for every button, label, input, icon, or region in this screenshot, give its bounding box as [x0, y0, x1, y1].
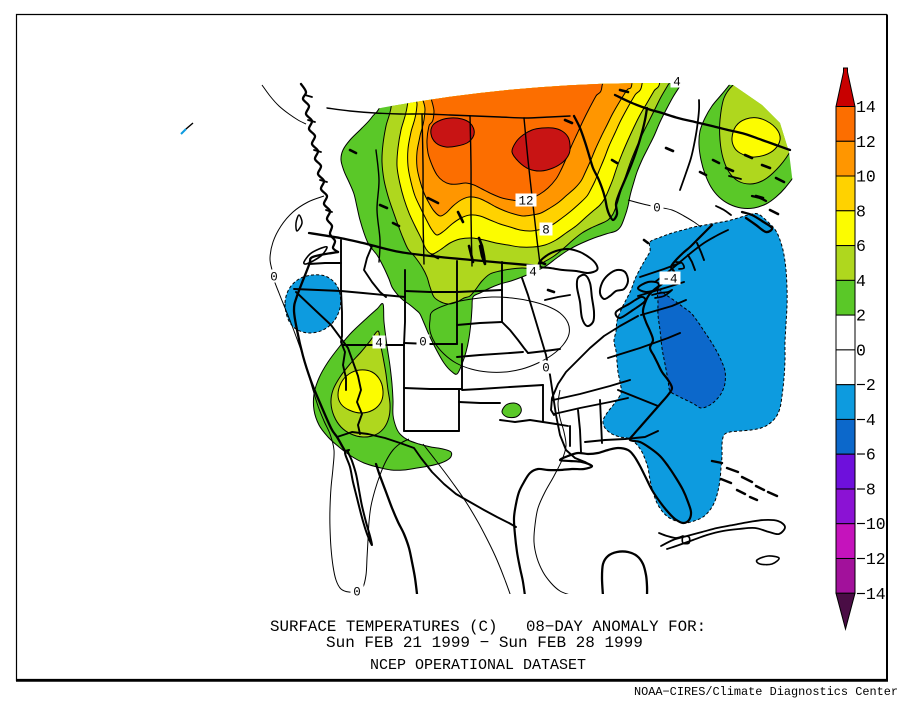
- svg-text:SURFACE TEMPERATURES (C) 08−: SURFACE TEMPERATURES (C) 08−DAY ANOMALY …: [270, 618, 706, 636]
- svg-text:8: 8: [856, 202, 866, 221]
- svg-text:−10: −10: [856, 515, 886, 534]
- svg-text:2: 2: [856, 307, 866, 326]
- svg-text:10: 10: [856, 168, 876, 187]
- svg-text:0: 0: [653, 202, 661, 216]
- svg-text:NCEP OPERATIONAL DATASET: NCEP OPERATIONAL DATASET: [370, 657, 586, 674]
- svg-text:4: 4: [673, 76, 681, 90]
- svg-text:−6: −6: [856, 446, 876, 465]
- svg-text:0: 0: [856, 341, 866, 360]
- svg-text:8: 8: [542, 224, 550, 238]
- svg-text:4: 4: [856, 272, 866, 291]
- svg-text:−14: −14: [856, 585, 886, 604]
- svg-text:−8: −8: [856, 481, 876, 500]
- svg-text:14: 14: [856, 98, 876, 117]
- svg-text:Sun FEB 21 1999 − Sun FEB 28 1: Sun FEB 21 1999 − Sun FEB 28 1999: [326, 634, 643, 652]
- svg-text:NOAA−CIRES/Climate Diagnostics: NOAA−CIRES/Climate Diagnostics Center: [634, 685, 898, 699]
- svg-text:-4: -4: [662, 273, 677, 287]
- svg-text:0: 0: [542, 362, 550, 376]
- svg-text:12: 12: [856, 133, 876, 152]
- svg-text:0: 0: [270, 271, 278, 285]
- svg-text:4: 4: [375, 337, 383, 351]
- svg-text:0: 0: [353, 586, 361, 600]
- svg-text:6: 6: [856, 237, 866, 256]
- svg-text:4: 4: [529, 266, 537, 280]
- svg-text:12: 12: [518, 195, 533, 209]
- svg-text:−2: −2: [856, 376, 876, 395]
- svg-text:−12: −12: [856, 550, 886, 569]
- svg-text:−4: −4: [856, 411, 876, 430]
- svg-text:0: 0: [419, 336, 427, 350]
